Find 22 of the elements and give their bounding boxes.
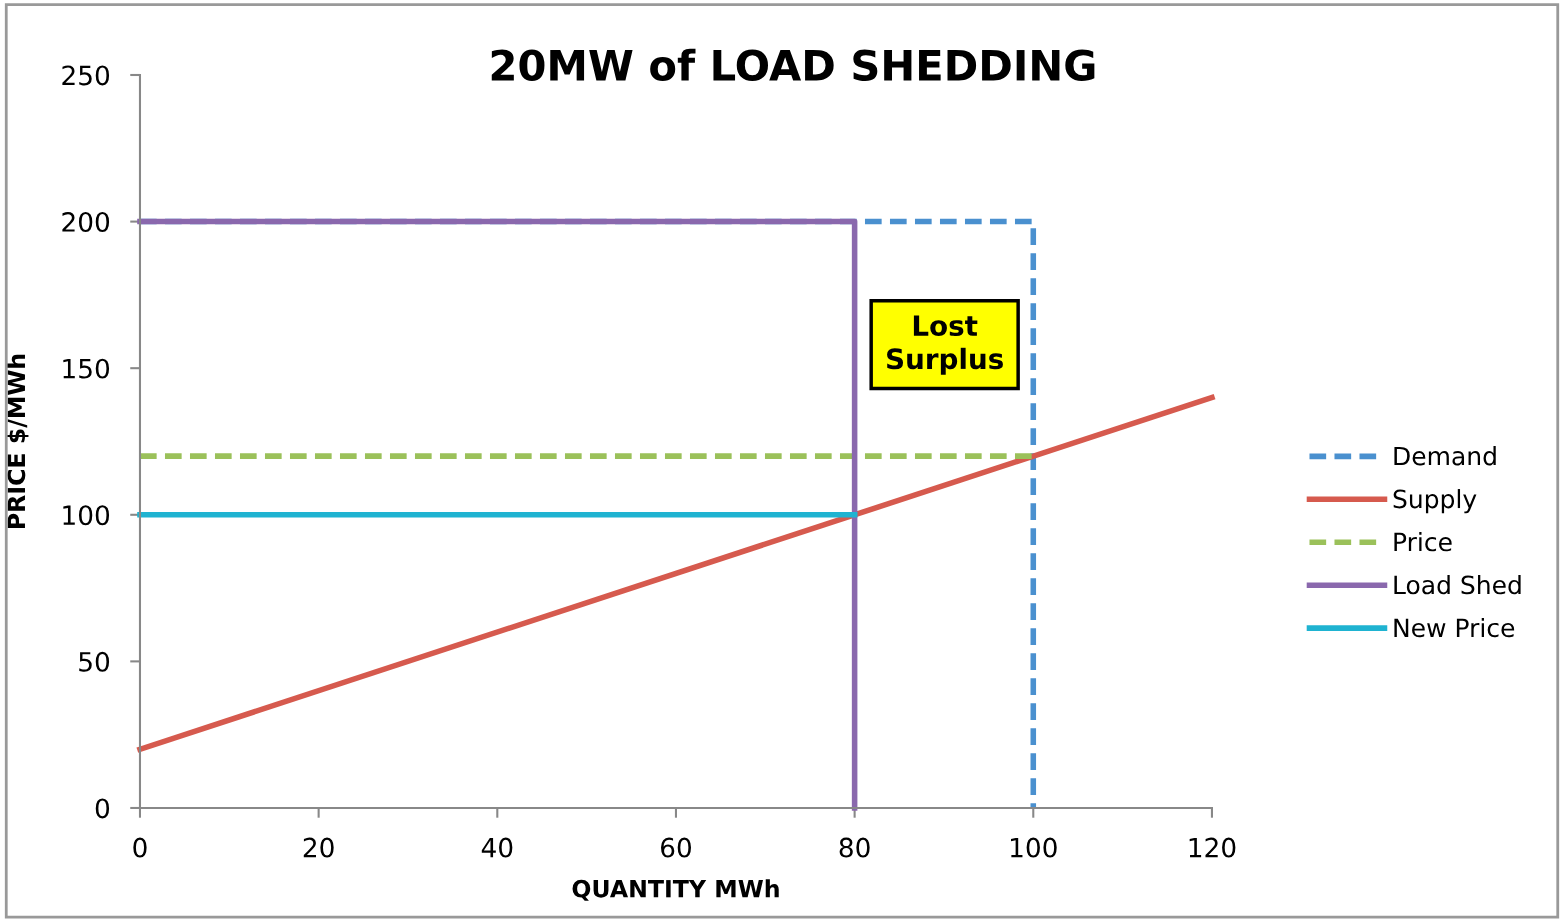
y-tick-label: 200 xyxy=(62,212,110,232)
x-tick-label: 100 xyxy=(1011,837,1057,858)
y-tick-label: 100 xyxy=(63,505,110,526)
y-axis-title: PRICE $/MWh xyxy=(7,354,29,528)
y-tick-label: 150 xyxy=(63,358,110,379)
x-tick-label: 80 xyxy=(839,837,870,858)
y-tick-label: 250 xyxy=(62,65,110,86)
x-tick-label: 0 xyxy=(133,837,147,858)
x-tick-label: 120 xyxy=(1189,837,1236,858)
annotation: Lost Surplus xyxy=(887,315,1003,375)
x-tick-label: 40 xyxy=(481,837,513,858)
legend-label: Demand xyxy=(1394,446,1496,466)
y-tick-label: 0 xyxy=(95,798,110,819)
legend-label: Supply xyxy=(1393,489,1477,514)
chart-title: 20MW of LOAD SHEDDING xyxy=(491,48,1095,82)
legend-label: New Price xyxy=(1394,617,1515,638)
x-axis-title: QUANTITY MWh xyxy=(572,879,779,901)
x-tick-label: 60 xyxy=(661,837,691,858)
legend-label: Price xyxy=(1394,532,1452,552)
y-tick-label: 50 xyxy=(79,651,110,672)
legend-label: Load Shed xyxy=(1394,574,1521,595)
x-tick-label: 20 xyxy=(303,837,334,858)
